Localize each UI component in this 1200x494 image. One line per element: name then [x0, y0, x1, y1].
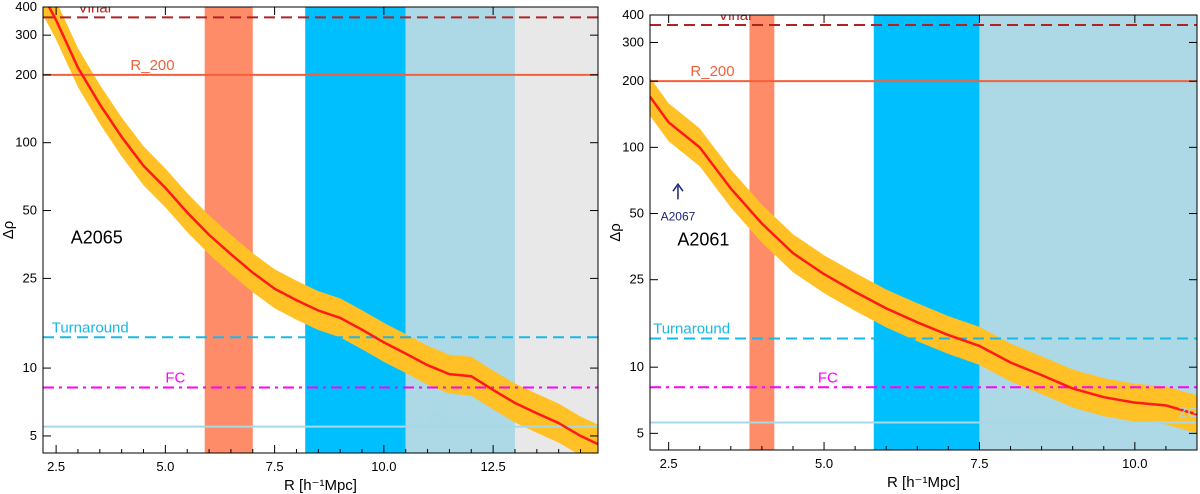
turnaround-label: Turnaround — [52, 319, 129, 336]
density-profile-line — [47, 7, 598, 446]
chart-panel-a2065: Virial R_200 Turnaround FC ZG A2065 2.5 5.0 7.5 1… — [0, 0, 599, 494]
y-tick-label: 10 — [23, 360, 37, 375]
turnaround-band — [873, 15, 980, 450]
turnaround-band — [305, 7, 406, 453]
annotation-label: A2067 — [661, 209, 696, 223]
y-tick-label: 300 — [622, 34, 644, 49]
turnaround-label: Turnaround — [653, 321, 730, 338]
x-tick-label: 2.5 — [47, 459, 65, 474]
x-tick-label: 12.5 — [480, 459, 505, 474]
y-axis-label: Δρ — [0, 221, 17, 240]
y-tick-label: 25 — [630, 272, 644, 287]
fc-label: FC — [165, 370, 185, 387]
y-tick-label: 25 — [23, 270, 37, 285]
y-axis-label: Δρ — [607, 223, 624, 242]
x-tick-label: 2.5 — [660, 456, 678, 471]
y-tick-label: 400 — [15, 0, 37, 14]
cluster-label: A2061 — [677, 230, 729, 250]
x-tick-label: 10.0 — [371, 459, 396, 474]
x-axis-label: R [h⁻¹Mpc] — [887, 474, 960, 491]
y-tick-label: 300 — [15, 27, 37, 42]
plot-area: Virial R_200 Turnaround FC ZG — [43, 0, 598, 453]
virial-label: Virial — [718, 7, 751, 24]
zg-label: ZG — [1178, 405, 1199, 422]
y-tick-label: 10 — [630, 359, 644, 374]
y-tick-label: 5 — [637, 425, 644, 440]
x-tick-label: 7.5 — [970, 456, 988, 471]
chart-panel-a2061: Virial R_200 Turnaround FC ZG A2067 A2061 2.5 5.… — [607, 7, 1199, 491]
density-profile-uncertainty-band — [650, 77, 1197, 434]
density-profile-uncertainty-band — [43, 7, 598, 453]
y-tick-label: 200 — [622, 73, 644, 88]
zg-label: ZG — [428, 409, 449, 426]
cluster-label: A2065 — [71, 227, 123, 247]
zg-band — [514, 7, 598, 453]
r-200-label: R_200 — [690, 63, 734, 80]
x-tick-label: 10.0 — [1122, 456, 1147, 471]
plot-frame — [649, 14, 1198, 451]
x-tick-label: 7.5 — [266, 459, 284, 474]
y-tick-label: 5 — [30, 428, 37, 443]
x-axis-label: R [h⁻¹Mpc] — [284, 477, 357, 494]
plot-area: Virial R_200 Turnaround FC ZG — [650, 7, 1199, 450]
y-tick-label: 100 — [622, 139, 644, 154]
plot-frame — [42, 6, 599, 454]
r-200-label: R_200 — [130, 57, 174, 74]
fc-label: FC — [818, 369, 838, 386]
x-tick-label: 5.0 — [156, 459, 174, 474]
y-tick-label: 50 — [23, 203, 37, 218]
y-tick-label: 200 — [15, 67, 37, 82]
density-profile-line — [650, 95, 1197, 416]
y-tick-label: 100 — [15, 135, 37, 150]
y-tick-label: 50 — [630, 206, 644, 221]
y-tick-label: 400 — [622, 7, 644, 22]
annotation-arrow-head — [672, 182, 684, 192]
x-tick-label: 5.0 — [815, 456, 833, 471]
virial-label: Virial — [78, 0, 111, 16]
